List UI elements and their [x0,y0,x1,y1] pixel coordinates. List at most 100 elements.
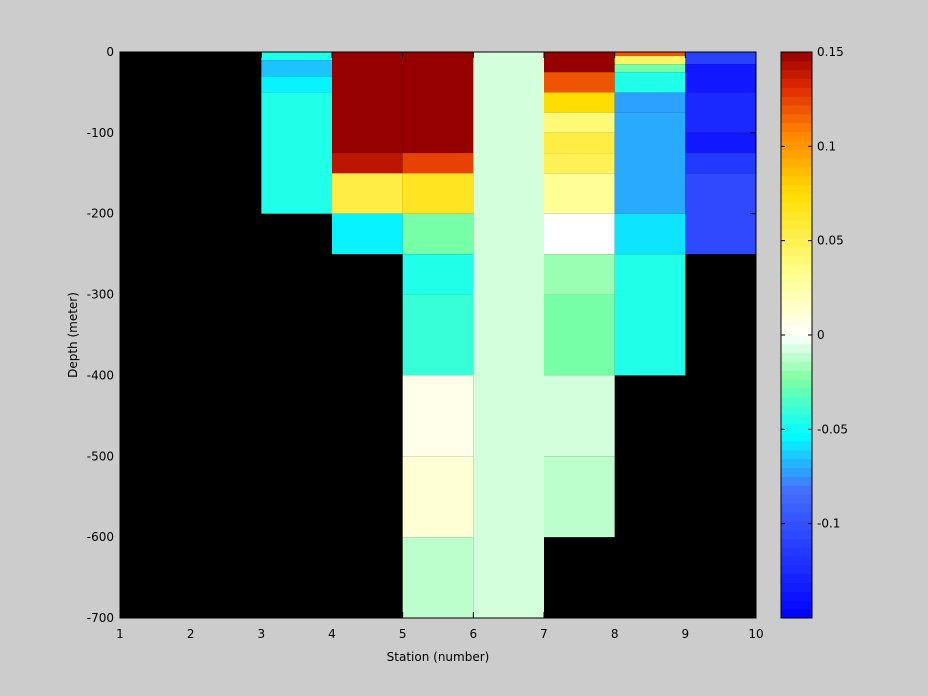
heatmap-cell [544,173,615,214]
y-axis-label: Depth (meter) [66,292,80,378]
colorbar-step [781,503,812,513]
colorbar-step [781,591,812,601]
colorbar-step [781,458,812,469]
colorbar-tick-label: 0.05 [817,234,844,248]
colorbar-step [781,113,812,124]
heatmap-cell [402,375,474,457]
colorbar-step [781,388,812,398]
heatmap-cell [685,52,756,65]
colorbar-step [781,335,812,345]
x-tick-label: 2 [187,627,195,641]
heatmap-cell [544,213,615,255]
heatmap-cell [332,153,403,174]
colorbar-step [781,290,812,301]
heatmap-cell [332,173,403,214]
heatmap-cell [261,76,332,93]
colorbar-step [781,379,812,389]
colorbar-step [781,246,812,256]
heatmap-cell [614,64,686,73]
heatmap-cell [685,132,756,154]
heatmap-cell [402,213,474,255]
colorbar-step [781,237,812,248]
x-tick-label: 7 [540,627,548,641]
heatmap-cell [544,254,615,295]
heatmap-cell [544,294,615,376]
x-axis-label: Station (number) [387,650,490,664]
heatmap-cells [261,52,756,618]
colorbar-step [781,140,812,150]
y-tick-label: -700 [87,611,114,625]
colorbar-step [781,228,812,239]
heatmap-cell [402,537,474,618]
heatmap-cell [685,153,756,174]
colorbar-step [781,582,812,592]
colorbar-step [781,343,812,354]
heatmap-cell [685,64,756,93]
colorbar-step [781,158,812,168]
heatmap-cell [332,213,403,255]
heatmap-cell [685,173,756,255]
colorbar-step [781,423,812,433]
y-tick-label: -300 [87,288,114,302]
heatmap-cell [261,92,332,214]
colorbar-step [781,529,812,539]
y-tick-label: -600 [87,530,114,544]
colorbar-step [781,166,812,177]
colorbar-step [781,370,812,380]
colorbar-tick-label: 0.15 [817,45,844,59]
x-tick-label: 4 [328,627,336,641]
heatmap-cell [614,254,686,376]
colorbar-step [781,511,812,522]
colorbar-step [781,609,812,619]
heatmap-cell [544,153,615,174]
heatmap-cell [402,456,474,538]
heatmap-cell [544,92,615,113]
heatmap-cell [402,294,474,376]
colorbar-tick-label: -0.1 [817,517,840,531]
colorbar-step [781,105,812,115]
colorbar-step [781,175,812,186]
colorbar-step [781,60,812,71]
x-tick-label: 5 [399,627,407,641]
colorbar-step [781,538,812,548]
x-tick-label: 9 [682,627,690,641]
colorbar-step [781,441,812,451]
colorbar-step [781,184,812,194]
colorbar-step [781,573,812,584]
heatmap-cell [402,173,474,214]
heatmap-cell [544,72,615,93]
heatmap-cell [614,56,686,65]
colorbar-step [781,449,812,460]
colorbar [781,52,812,619]
colorbar-step [781,414,812,424]
heatmap-cell [473,52,544,618]
colorbar-step [781,361,812,371]
colorbar-step [781,564,812,575]
colorbar-ticks: 0.15 0.1 0.05 0 -0.05 -0.1 [781,45,848,531]
colorbar-step [781,432,812,442]
x-tick-label: 3 [258,627,266,641]
heatmap-cell [685,92,756,133]
colorbar-step [781,308,812,318]
colorbar-step [781,211,812,221]
x-axis-ticks: 1 2 3 4 5 6 7 8 9 10 [116,52,764,641]
colorbar-step [781,520,812,531]
colorbar-tick-label: 0 [817,328,825,342]
heatmap-cell [402,254,474,295]
colorbar-step [781,317,812,327]
plot-frame [119,51,757,619]
colorbar-step [781,69,812,80]
heatmap-cell [614,52,686,57]
heatmap-cell [544,456,615,538]
heatmap-cell [544,52,615,73]
colorbar-tick-label: -0.05 [817,422,848,436]
heatmap-cell [544,375,615,457]
y-tick-label: -100 [87,126,114,140]
colorbar-step [781,547,812,557]
colorbar-step [781,122,812,133]
colorbar-step [781,202,812,212]
heatmap-cell [402,153,474,174]
colorbar-step [781,556,812,566]
colorbar-step [781,273,812,283]
